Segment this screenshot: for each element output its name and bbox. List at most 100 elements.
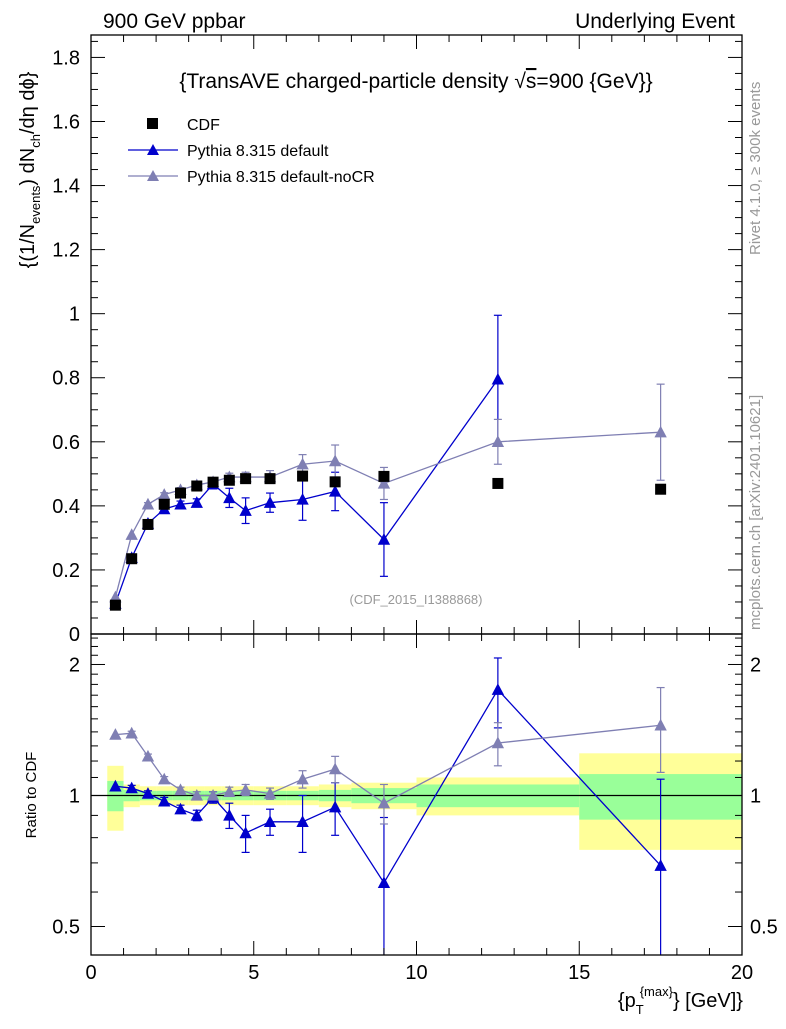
header-left: 900 GeV ppbar bbox=[103, 10, 245, 33]
x-tick-label: 10 bbox=[405, 962, 427, 984]
y-tick-label: 1.6 bbox=[52, 111, 80, 133]
ratio-marker bbox=[109, 728, 122, 740]
cdf-marker bbox=[158, 498, 170, 510]
x-tick-label: 5 bbox=[248, 962, 259, 984]
x-axis-label-b: } [GeV]} bbox=[673, 990, 743, 1012]
ratio-marker bbox=[239, 826, 252, 839]
chart-title-a: {TransAVE charged-particle density bbox=[179, 70, 514, 93]
series-marker bbox=[141, 497, 155, 510]
header-right: Underlying Event bbox=[575, 10, 735, 33]
y-axis-label-e: /dη dϕ} bbox=[17, 71, 39, 134]
ratio-marker bbox=[263, 815, 277, 828]
y-tick-label: 0.4 bbox=[52, 496, 80, 518]
legend-cdf-marker bbox=[147, 118, 158, 129]
series-marker bbox=[328, 454, 342, 467]
ratio-marker bbox=[223, 808, 236, 821]
ratio-tick-label-left: 0.5 bbox=[52, 916, 80, 938]
x-tick-label: 20 bbox=[731, 962, 753, 984]
ratio-marker bbox=[206, 788, 220, 801]
ratio-marker bbox=[190, 808, 203, 821]
legend: CDF Pythia 8.315 default Pythia 8.315 de… bbox=[128, 117, 375, 186]
cdf-marker bbox=[109, 599, 121, 611]
series-marker bbox=[109, 590, 122, 603]
cdf-marker bbox=[378, 470, 390, 482]
cdf-marker bbox=[655, 483, 667, 495]
ratio-marker bbox=[654, 859, 667, 871]
axis-ticks bbox=[90, 35, 743, 955]
series-marker bbox=[223, 491, 236, 504]
series-marker bbox=[377, 533, 391, 545]
x-axis-label-sup: {max} bbox=[640, 984, 674, 999]
series-marker bbox=[328, 484, 342, 497]
ratio-marker bbox=[174, 783, 187, 796]
ratio-marker bbox=[141, 787, 155, 799]
analysis-watermark: (CDF_2015_I1388868) bbox=[350, 592, 483, 607]
ratio-tick-label-right: 2 bbox=[750, 654, 761, 676]
ratio-marker bbox=[296, 815, 309, 828]
series-marker bbox=[491, 372, 505, 385]
legend-cdf-label: CDF bbox=[187, 117, 220, 134]
ratio-marker bbox=[223, 785, 236, 797]
cdf-marker bbox=[492, 477, 504, 489]
x-tick-label: 0 bbox=[85, 962, 96, 984]
ratio-marker bbox=[328, 800, 342, 813]
series-marker bbox=[190, 496, 203, 508]
series-marker bbox=[377, 476, 391, 489]
ratio-marker bbox=[174, 802, 187, 815]
main-series-0 bbox=[114, 378, 499, 604]
series-lines bbox=[114, 378, 665, 955]
ratio-marker bbox=[377, 796, 391, 809]
y-axis-label-a: {(1/N bbox=[17, 224, 39, 268]
x-tick-label: 15 bbox=[568, 962, 590, 984]
chart-title: {TransAVE charged-particle density √s=90… bbox=[179, 70, 652, 93]
series-marker bbox=[158, 488, 171, 500]
series-marker bbox=[654, 425, 667, 438]
y-tick-label: 0.8 bbox=[52, 368, 80, 390]
legend-default-label: Pythia 8.315 default bbox=[187, 143, 329, 160]
y-tick-label: 0.2 bbox=[52, 560, 80, 582]
ratio-tick-label-left: 2 bbox=[69, 654, 80, 676]
y-axis-label-sub2: ch bbox=[28, 134, 43, 148]
series-line bbox=[114, 431, 661, 598]
y-tick-label: 1.4 bbox=[52, 176, 80, 198]
x-axis-label-sub: T bbox=[636, 1002, 644, 1017]
cdf-marker bbox=[297, 470, 309, 482]
series-line bbox=[114, 378, 499, 604]
y-tick-label: 1.8 bbox=[52, 47, 80, 69]
legend-nocr-marker bbox=[147, 170, 159, 181]
y-axis-label-sub1: events bbox=[28, 185, 43, 224]
rivet-info: Rivet 4.1.0, ≥ 300k events bbox=[747, 82, 764, 255]
legend-default-marker bbox=[147, 144, 159, 155]
cdf-marker bbox=[223, 474, 235, 486]
series-marker bbox=[491, 435, 505, 448]
chart-title-s: s bbox=[526, 70, 537, 93]
ratio-marker bbox=[239, 783, 252, 796]
cdf-marker bbox=[175, 487, 187, 499]
cdf-marker bbox=[191, 480, 203, 492]
series-marker bbox=[125, 528, 138, 540]
y-axis-label-c: ) dN bbox=[17, 148, 39, 186]
ratio-tick-label-right: 0.5 bbox=[750, 916, 778, 938]
ratio-axis-label: Ratio to CDF bbox=[23, 752, 40, 839]
ratio-marker bbox=[377, 876, 391, 889]
cdf-marker bbox=[126, 553, 138, 565]
y-tick-label: 1 bbox=[69, 304, 80, 326]
ratio-marker bbox=[328, 762, 342, 775]
ratio-tick-label-left: 1 bbox=[69, 785, 80, 807]
data-markers bbox=[109, 372, 667, 889]
ratio-marker bbox=[654, 718, 667, 731]
ratio-marker bbox=[491, 736, 505, 749]
ratio-tick-label-right: 1 bbox=[750, 785, 761, 807]
cdf-marker bbox=[329, 476, 341, 488]
ratio-marker bbox=[158, 794, 171, 807]
main-series-1 bbox=[114, 431, 661, 598]
chart-title-sqrt: √ bbox=[514, 70, 526, 93]
chart-title-b: =900 {GeV}} bbox=[536, 70, 652, 93]
cdf-marker bbox=[240, 473, 252, 485]
series-marker bbox=[174, 497, 187, 510]
ratio-marker bbox=[125, 726, 138, 739]
ratio-marker bbox=[141, 749, 155, 762]
series-marker bbox=[296, 492, 309, 505]
y-tick-label: 0 bbox=[69, 624, 80, 646]
